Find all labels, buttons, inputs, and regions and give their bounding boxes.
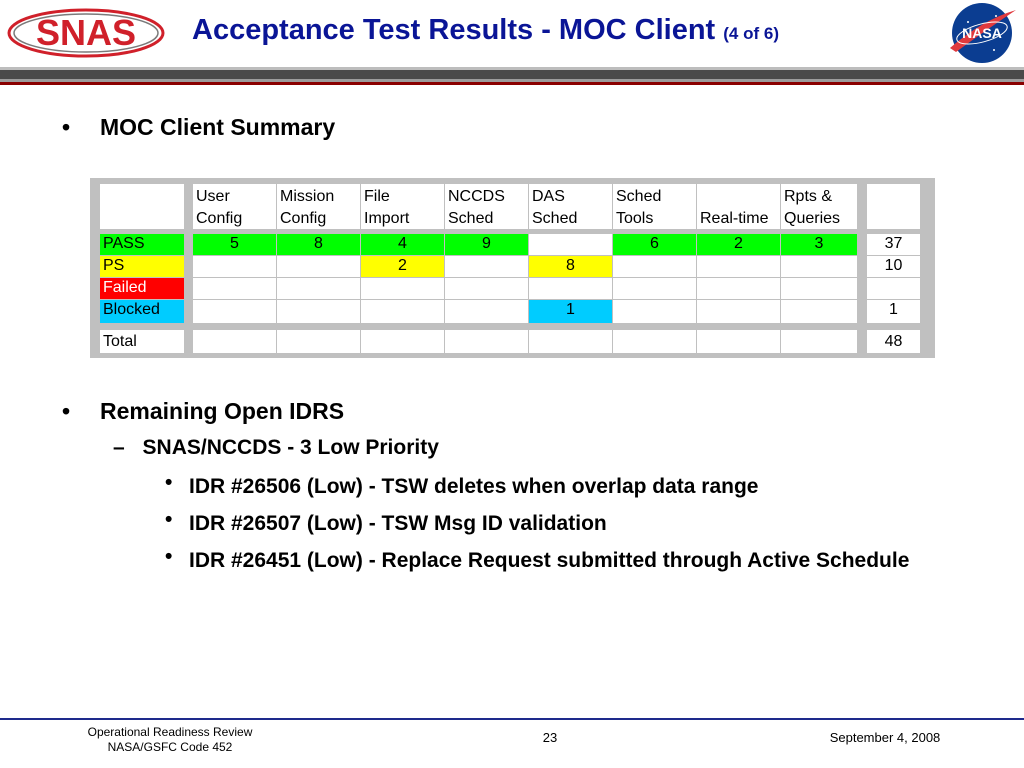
cell-blocked-file-import — [361, 300, 444, 323]
cell-failed-sched-tools — [613, 278, 696, 299]
cell-blocked-rpts-queries — [781, 300, 857, 323]
cell-ps-mission-config — [277, 256, 360, 277]
cell-ps-total: 10 — [867, 256, 920, 277]
cell-pass-sched-tools: 6 — [613, 234, 696, 255]
bullet-glyph: • — [165, 508, 173, 531]
cell-total-rpts-queries — [781, 330, 857, 353]
cell-failed-nccds-sched — [445, 278, 528, 299]
sub-bullet-nccds-text: SNAS/NCCDS - 3 Low Priority — [142, 436, 439, 459]
cell-blocked-nccds-sched — [445, 300, 528, 323]
cell-failed-user-config — [193, 278, 276, 299]
cell-ps-real-time — [697, 256, 780, 277]
cell-pass-nccds-sched: 9 — [445, 234, 528, 255]
cell-ps-file-import: 2 — [361, 256, 444, 277]
col-header-rpts-queries: Rpts & Queries — [781, 184, 857, 229]
cell-total-file-import — [361, 330, 444, 353]
bullet-glyph: • — [165, 471, 173, 494]
footer-review-title: Operational Readiness Review — [87, 725, 253, 739]
cell-failed-file-import — [361, 278, 444, 299]
cell-ps-das-sched: 8 — [529, 256, 612, 277]
bullet-glyph: • — [62, 114, 71, 140]
cell-blocked-sched-tools — [613, 300, 696, 323]
idr-item-text: IDR #26507 (Low) - TSW Msg ID validation — [189, 512, 607, 535]
cell-blocked-real-time — [697, 300, 780, 323]
row-label-total: Total — [100, 330, 184, 353]
cell-pass-rpts-queries: 3 — [781, 234, 857, 255]
col-header-mission-config: Mission Config — [277, 184, 360, 229]
row-label-pass: PASS — [100, 234, 184, 255]
bullet-glyph: • — [62, 398, 71, 424]
cell-failed-rpts-queries — [781, 278, 857, 299]
cell-pass-file-import: 4 — [361, 234, 444, 255]
cell-total-das-sched — [529, 330, 612, 353]
snas-logo-text: SNAS — [36, 12, 136, 53]
footer-date: September 4, 2008 — [829, 730, 941, 745]
nasa-logo: NASA — [950, 3, 1016, 63]
footer-org-code: NASA/GSFC Code 452 — [107, 740, 233, 754]
row-label-failed: Failed — [100, 278, 184, 299]
idr-item-text: IDR #26506 (Low) - TSW deletes when over… — [189, 475, 759, 498]
cell-failed-das-sched — [529, 278, 612, 299]
cell-failed-real-time — [697, 278, 780, 299]
cell-total-mission-config — [277, 330, 360, 353]
snas-logo: SNAS — [7, 8, 165, 58]
cell-pass-real-time: 2 — [697, 234, 780, 255]
cell-total-user-config — [193, 330, 276, 353]
cell-blocked-user-config — [193, 300, 276, 323]
results-table: User Config Mission Config File Import NCCD… — [90, 178, 935, 358]
bullet-glyph: • — [165, 545, 173, 568]
row-label-blocked: Blocked — [100, 300, 184, 323]
bullet-summary-text: MOC Client Summary — [100, 114, 336, 140]
slide-title-main: Acceptance Test Results - MOC Client — [192, 14, 716, 46]
header-corner-cell — [100, 184, 184, 229]
cell-total-real-time — [697, 330, 780, 353]
cell-ps-sched-tools — [613, 256, 696, 277]
idr-item-text: IDR #26451 (Low) - Replace Request submi… — [189, 549, 910, 572]
slide-title-sub: (4 of 6) — [723, 24, 779, 43]
cell-pass-total: 37 — [867, 234, 920, 255]
sub-bullet-nccds: – SNAS/NCCDS - 3 Low Priority — [113, 436, 439, 460]
col-header-total — [867, 184, 920, 229]
nasa-logo-text: NASA — [962, 25, 1002, 41]
cell-blocked-mission-config — [277, 300, 360, 323]
col-header-nccds-sched: NCCDS Sched — [445, 184, 528, 229]
footer-divider — [0, 718, 1024, 720]
cell-failed-total — [867, 278, 920, 299]
footer-page-number: 23 — [542, 730, 558, 745]
row-label-ps: PS — [100, 256, 184, 277]
cell-pass-mission-config: 8 — [277, 234, 360, 255]
col-header-sched-tools: Sched Tools — [613, 184, 696, 229]
bullet-remaining-text: Remaining Open IDRS — [100, 398, 345, 424]
cell-grand-total: 48 — [867, 330, 920, 353]
cell-total-sched-tools — [613, 330, 696, 353]
footer-left: Operational Readiness Review NASA/GSFC C… — [70, 725, 270, 755]
cell-pass-das-sched — [529, 234, 612, 255]
cell-blocked-das-sched: 1 — [529, 300, 612, 323]
col-header-das-sched: DAS Sched — [529, 184, 612, 229]
cell-failed-mission-config — [277, 278, 360, 299]
cell-pass-user-config: 5 — [193, 234, 276, 255]
slide-title: Acceptance Test Results - MOC Client (4 … — [192, 14, 779, 47]
col-header-real-time: Real-time — [697, 184, 780, 229]
header-divider-bar — [0, 67, 1024, 85]
cell-total-nccds-sched — [445, 330, 528, 353]
cell-blocked-total: 1 — [867, 300, 920, 323]
cell-ps-user-config — [193, 256, 276, 277]
col-header-user-config: User Config — [193, 184, 276, 229]
dash-glyph: – — [113, 436, 125, 459]
cell-ps-rpts-queries — [781, 256, 857, 277]
cell-ps-nccds-sched — [445, 256, 528, 277]
col-header-file-import: File Import — [361, 184, 444, 229]
